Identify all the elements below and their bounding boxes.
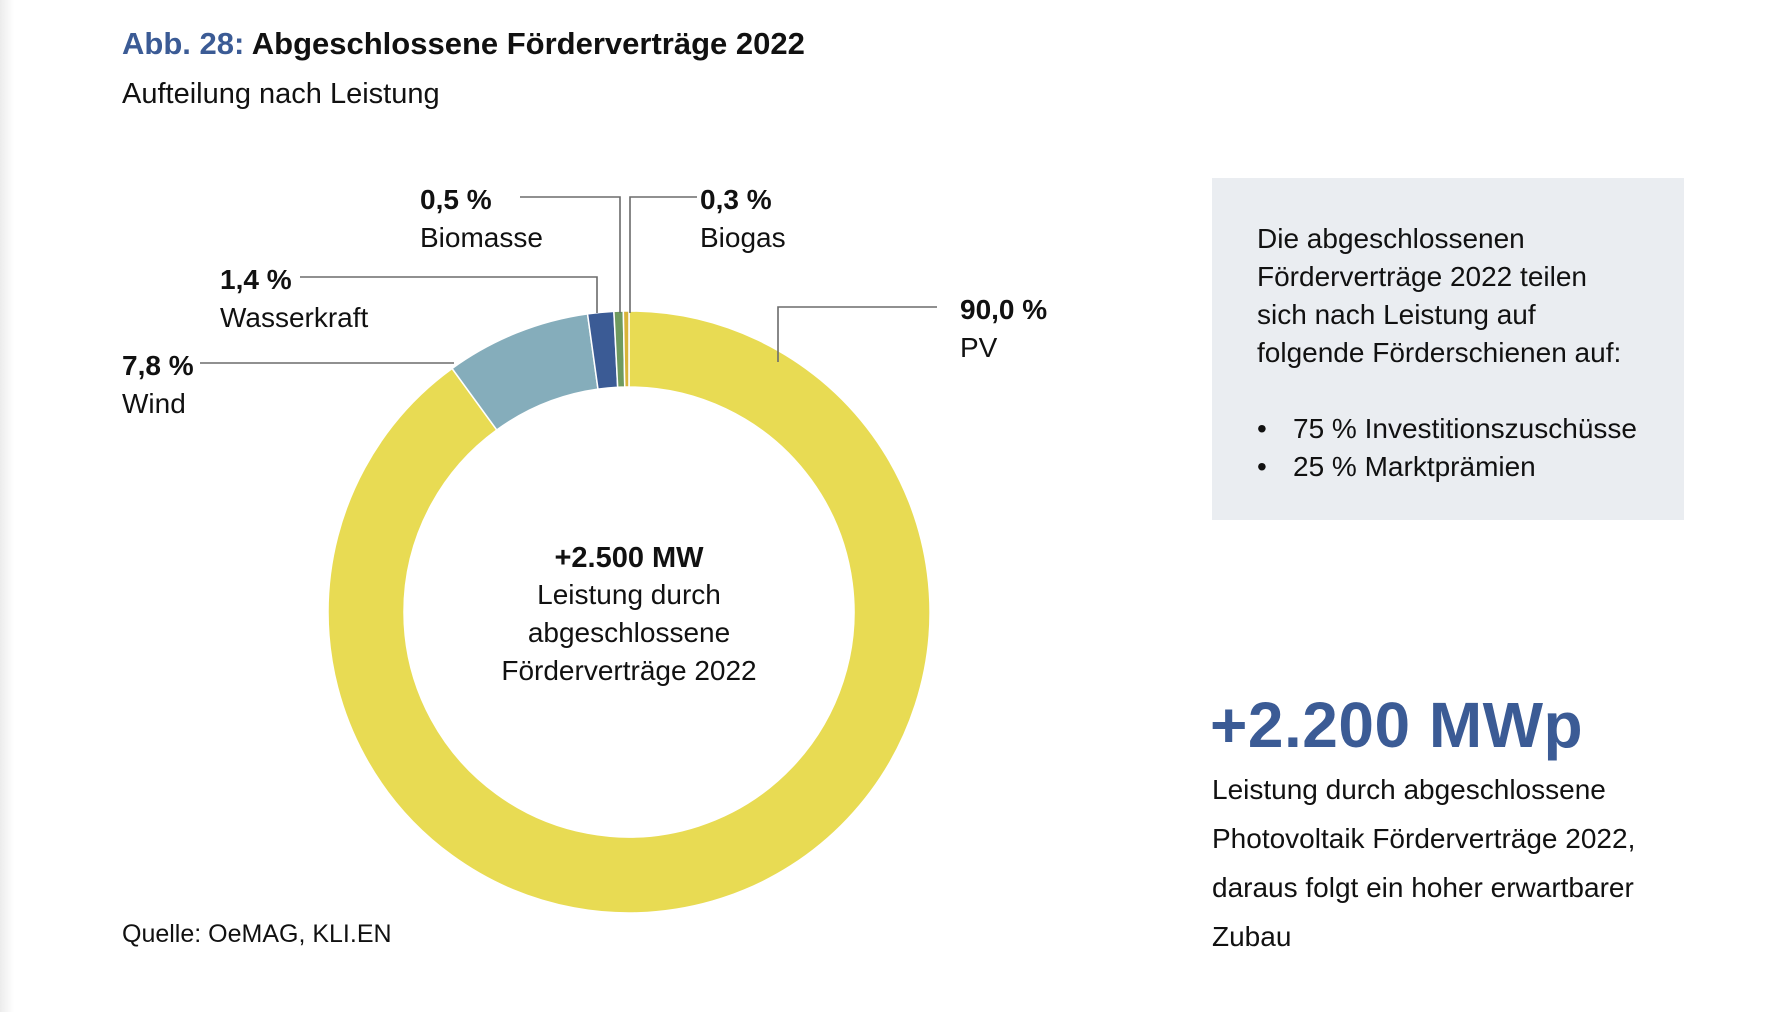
info-box-item: • 75 % Investitionszuschüsse — [1257, 410, 1644, 448]
info-box-item-text: 75 % Investitionszuschüsse — [1293, 413, 1637, 444]
bullet-icon: • — [1257, 410, 1267, 448]
slice-label-wasserkraft-name: Wasserkraft — [220, 302, 369, 333]
highlight-value: +2.200 MWp — [1210, 688, 1583, 762]
source-note: Quelle: OeMAG, KLI.EN — [122, 920, 392, 949]
slice-label-wind-name: Wind — [122, 388, 186, 419]
center-total-value: +2.500 MW — [554, 542, 704, 574]
slice-label-wasserkraft-value: 1,4 % — [220, 264, 292, 295]
slice-label-biogas-name: Biogas — [700, 222, 786, 253]
bullet-icon: • — [1257, 448, 1267, 486]
donut-slices — [328, 311, 930, 913]
center-line-2: abgeschlossene — [528, 617, 730, 648]
info-box: Die abgeschlossenen Förderverträge 2022 … — [1212, 178, 1684, 520]
info-box-list: • 75 % Investitionszuschüsse • 25 % Marktp… — [1257, 410, 1644, 486]
info-box-item: • 25 % Marktprämien — [1257, 448, 1644, 486]
slice-label-biogas-value: 0,3 % — [700, 184, 772, 215]
slice-label-pv-value: 90,0 % — [960, 294, 1047, 325]
center-line-1: Leistung durch — [537, 579, 721, 610]
donut-slice-pv — [328, 311, 930, 913]
leader-line-biomasse — [520, 197, 620, 313]
leader-line-biogas — [630, 197, 697, 313]
center-line-3: Förderverträge 2022 — [501, 655, 756, 686]
slice-label-pv-name: PV — [960, 332, 998, 363]
info-box-item-text: 25 % Marktprämien — [1293, 451, 1536, 482]
leader-line-pv — [778, 307, 937, 362]
slice-label-biomasse-value: 0,5 % — [420, 184, 492, 215]
donut-slice-biogas — [623, 311, 629, 387]
info-box-text: Die abgeschlossenen Förderverträge 2022 … — [1257, 220, 1644, 372]
highlight-description: Leistung durch abgeschlossene Photovolta… — [1212, 765, 1692, 961]
slice-label-wind-value: 7,8 % — [122, 350, 194, 381]
slice-label-biomasse-name: Biomasse — [420, 222, 543, 253]
